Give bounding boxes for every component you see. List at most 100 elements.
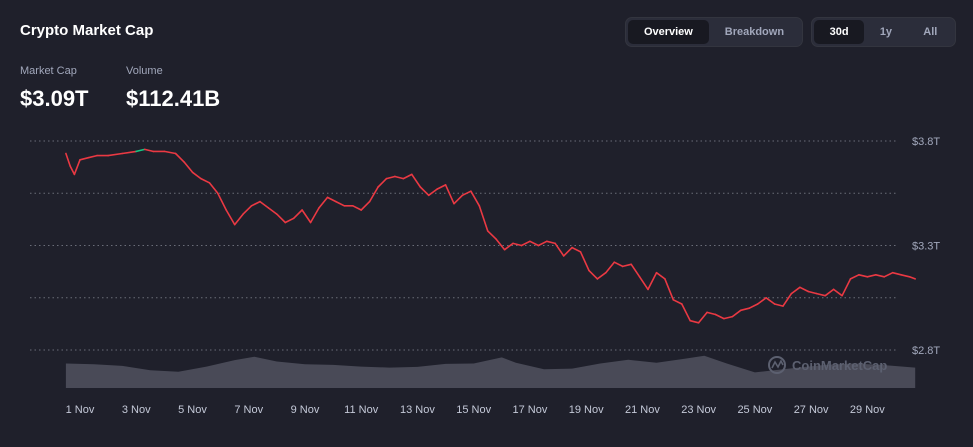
line-segment bbox=[782, 292, 793, 307]
line-segment bbox=[883, 271, 894, 278]
range-tab-30d[interactable]: 30d bbox=[814, 20, 865, 44]
line-segment bbox=[613, 261, 624, 268]
line-segment bbox=[402, 173, 413, 180]
line-segment bbox=[571, 246, 582, 253]
line-segment bbox=[545, 240, 557, 245]
line-segment bbox=[638, 275, 649, 291]
line-segment bbox=[143, 148, 154, 153]
price-line[interactable] bbox=[65, 148, 917, 324]
line-segment bbox=[87, 154, 98, 159]
line-segment bbox=[107, 152, 123, 157]
line-segment bbox=[419, 186, 430, 197]
line-segment bbox=[655, 271, 666, 280]
line-segment bbox=[394, 175, 405, 180]
line-segment bbox=[799, 286, 810, 293]
line-segment bbox=[697, 311, 708, 324]
x-tick-label: 5 Nov bbox=[178, 404, 207, 416]
line-segment bbox=[200, 177, 211, 184]
line-segment bbox=[368, 186, 379, 203]
watermark: CoinMarketCap bbox=[768, 356, 887, 374]
x-tick-label: 11 Nov bbox=[344, 404, 379, 416]
range-tab-1y[interactable]: 1y bbox=[879, 26, 893, 38]
line-segment bbox=[706, 311, 717, 316]
line-segment bbox=[318, 196, 329, 209]
line-segment bbox=[242, 205, 253, 215]
line-segment bbox=[849, 273, 860, 280]
line-segment bbox=[427, 188, 438, 197]
line-segment bbox=[790, 286, 801, 295]
line-segment bbox=[208, 182, 219, 195]
line-segment bbox=[461, 190, 472, 197]
line-segment bbox=[672, 298, 683, 305]
line-segment bbox=[217, 192, 227, 211]
x-tick-label: 13 Nov bbox=[400, 404, 435, 416]
line-segment bbox=[858, 273, 869, 278]
page-title: Crypto Market Cap bbox=[20, 22, 154, 39]
line-segment bbox=[908, 275, 917, 280]
x-tick-label: 15 Nov bbox=[456, 404, 491, 416]
line-segment bbox=[503, 242, 514, 251]
line-segment bbox=[604, 261, 616, 274]
line-segment bbox=[284, 217, 295, 224]
line-segment bbox=[135, 148, 146, 153]
x-tick-label: 19 Nov bbox=[569, 404, 604, 416]
view-tab-group: Overview Breakdown bbox=[625, 17, 803, 47]
volume-value: $112.41B bbox=[126, 86, 221, 111]
line-segment bbox=[756, 296, 767, 305]
line-segment bbox=[453, 194, 464, 205]
x-tick-label: 27 Nov bbox=[794, 404, 829, 416]
line-segment bbox=[765, 296, 776, 305]
line-segment bbox=[326, 196, 337, 203]
line-segment bbox=[748, 303, 759, 310]
line-segment bbox=[73, 159, 81, 176]
line-segment bbox=[225, 209, 236, 226]
line-segment bbox=[267, 207, 278, 215]
line-segment bbox=[596, 271, 607, 280]
y-tick-label: $3.3T bbox=[912, 241, 940, 253]
x-tick-label: 25 Nov bbox=[737, 404, 772, 416]
range-tab-group: 30d 1y All bbox=[811, 17, 956, 47]
x-tick-label: 9 Nov bbox=[291, 404, 320, 416]
tab-overview[interactable]: Overview bbox=[628, 20, 709, 44]
grid-lines bbox=[30, 140, 896, 351]
y-tick-label: $3.8T bbox=[912, 136, 940, 148]
line-segment bbox=[554, 242, 565, 257]
line-segment bbox=[807, 290, 818, 295]
line-segment bbox=[588, 269, 599, 280]
coinmarketcap-logo-icon bbox=[768, 356, 786, 374]
tab-breakdown[interactable]: Breakdown bbox=[724, 26, 785, 38]
line-segment bbox=[410, 173, 422, 188]
line-segment bbox=[486, 230, 498, 240]
x-tick-label: 1 Nov bbox=[66, 404, 95, 416]
x-tick-label: 17 Nov bbox=[512, 404, 547, 416]
line-segment bbox=[360, 200, 371, 211]
line-segment bbox=[773, 303, 784, 307]
line-segment bbox=[301, 209, 312, 224]
line-segment bbox=[65, 152, 71, 167]
range-tab-all[interactable]: All bbox=[923, 26, 938, 38]
line-segment bbox=[874, 273, 886, 278]
line-segment bbox=[191, 171, 202, 180]
line-segment bbox=[841, 278, 852, 297]
line-segment bbox=[529, 240, 540, 247]
volume-area bbox=[65, 355, 916, 388]
line-segment bbox=[470, 190, 481, 207]
x-tick-label: 7 Nov bbox=[234, 404, 263, 416]
x-tick-label: 23 Nov bbox=[681, 404, 716, 416]
line-segment bbox=[292, 209, 303, 220]
y-tick-label: $2.8T bbox=[912, 345, 940, 357]
line-segment bbox=[664, 278, 675, 301]
y-axis-ticks: $3.8T $3.3T $2.8T bbox=[912, 136, 940, 357]
line-segment bbox=[385, 175, 396, 180]
market-cap-label: Market Cap bbox=[20, 65, 77, 77]
volume-area-shape bbox=[65, 355, 916, 388]
line-segment bbox=[436, 184, 447, 190]
line-segment bbox=[79, 156, 90, 161]
line-segment bbox=[714, 313, 725, 320]
market-cap-value: $3.09T bbox=[20, 86, 89, 111]
line-segment bbox=[579, 251, 590, 272]
line-segment bbox=[275, 213, 287, 224]
watermark-text: CoinMarketCap bbox=[792, 358, 887, 373]
line-segment bbox=[739, 307, 751, 312]
